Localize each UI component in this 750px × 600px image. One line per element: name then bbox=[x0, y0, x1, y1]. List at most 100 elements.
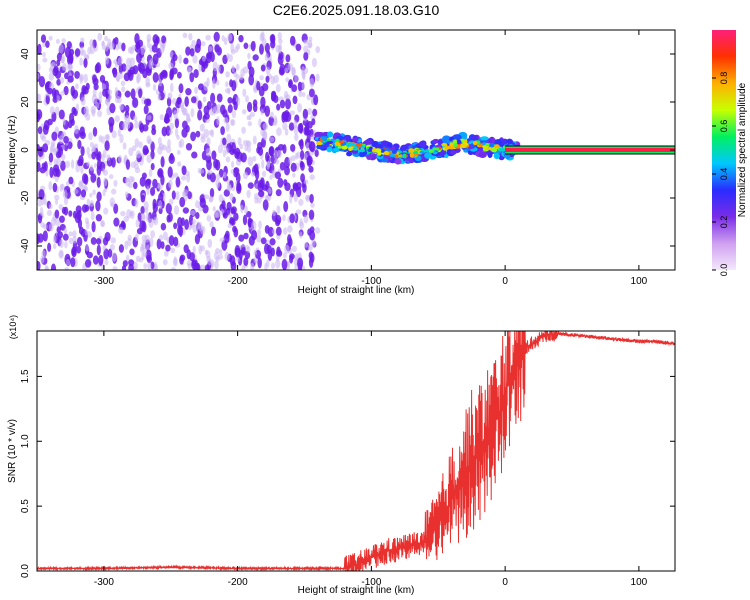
colorbar-tick-label: 0.8 bbox=[719, 72, 729, 85]
spectrogram-noise-cell bbox=[234, 147, 241, 157]
spectrogram-noise-cell bbox=[303, 214, 309, 224]
spectrogram-noise-cell bbox=[163, 250, 169, 257]
spectrogram-noise-cell bbox=[110, 237, 117, 244]
spectrogram-noise-cell bbox=[213, 158, 219, 169]
spectrogram-noise-cell bbox=[37, 72, 40, 80]
spectrogram-noise-cell bbox=[150, 230, 156, 239]
spectrogram-noise-cell bbox=[209, 187, 215, 198]
spectrogram-noise-cell bbox=[108, 42, 115, 50]
spectrogram-noise-cell bbox=[199, 264, 206, 270]
spectrogram-noise-cell bbox=[248, 74, 255, 86]
spectrogram-signal-cell bbox=[424, 152, 433, 159]
spectrogram-noise-cell bbox=[227, 104, 233, 114]
spectrogram-noise-cell bbox=[307, 244, 313, 251]
spectrogram-noise-cell bbox=[307, 107, 313, 116]
spectrogram-noise-cell bbox=[190, 131, 197, 142]
spectrogram-noise-cell bbox=[240, 152, 247, 163]
spectrogram-noise-cell bbox=[215, 173, 221, 180]
spectrogram-noise-cell bbox=[138, 88, 143, 99]
spectrogram-noise-cell bbox=[210, 129, 215, 138]
spectrogram-noise-cell bbox=[179, 138, 185, 148]
spectrogram-noise-cell bbox=[48, 180, 53, 191]
spectrogram-noise-cell bbox=[141, 212, 146, 220]
spectrogram-noise-cell bbox=[303, 39, 309, 45]
spectrogram-noise-cell bbox=[79, 131, 86, 139]
spectrogram-noise-cell bbox=[166, 214, 171, 223]
spectrogram-noise-cell bbox=[58, 43, 64, 54]
spectrogram-noise-cell bbox=[198, 245, 203, 255]
spectrogram-noise-cell bbox=[129, 248, 135, 256]
spectrogram-noise-cell bbox=[37, 146, 43, 158]
spectrogram-noise-cell bbox=[292, 183, 299, 192]
spectrogram-signal-cell bbox=[368, 146, 373, 152]
spectrogram-noise-cell bbox=[189, 48, 195, 57]
spectrogram-noise-cell bbox=[308, 88, 315, 98]
spectrogram-noise-cell bbox=[47, 118, 53, 126]
spectrogram-noise-cell bbox=[202, 96, 207, 103]
spectrogram-noise-cell bbox=[159, 71, 164, 81]
spectrogram-noise-cell bbox=[265, 151, 270, 162]
spectrogram-noise-cell bbox=[134, 120, 139, 129]
x-tick-label: -200 bbox=[228, 577, 248, 588]
spectrogram-noise-cell bbox=[191, 151, 198, 159]
spectrogram-noise-cell bbox=[303, 152, 308, 161]
spectrogram-noise-cell bbox=[133, 164, 139, 170]
spectrogram-noise-cell bbox=[257, 228, 262, 236]
spectrogram-noise-cell bbox=[98, 254, 104, 266]
spectrogram-noise-cell bbox=[152, 72, 159, 83]
spectrogram-noise-cell bbox=[113, 217, 120, 227]
spectrogram-noise-cell bbox=[150, 141, 155, 152]
spectrogram-noise-cell bbox=[70, 257, 76, 268]
snr-x-axis-label: Height of straight line (km) bbox=[298, 585, 415, 596]
spectrogram-noise-cell bbox=[96, 176, 101, 188]
spectrogram-noise-cell bbox=[59, 215, 65, 223]
spectrogram-noise-cell bbox=[222, 212, 228, 219]
spectrogram-noise-cell bbox=[89, 44, 95, 55]
spectrogram-noise-cell bbox=[284, 128, 289, 136]
spectrogram-noise-cell bbox=[298, 231, 303, 239]
spectrogram-noise-cell bbox=[116, 76, 120, 83]
y-tick-label: 20 bbox=[20, 96, 31, 108]
spectrogram-noise-cell bbox=[38, 188, 45, 200]
x-tick-label: 100 bbox=[631, 577, 648, 588]
spectrogram-noise-cell bbox=[251, 220, 257, 231]
spectrogram-noise-cell bbox=[264, 53, 269, 61]
spectrogram-noise-cell bbox=[293, 120, 298, 129]
spectrogram-noise-cell bbox=[191, 39, 196, 47]
spectrogram-noise-cell bbox=[110, 188, 117, 195]
spectrogram-noise-cell bbox=[275, 259, 281, 269]
spectrogram-noise-cell bbox=[185, 87, 192, 96]
spectrogram-noise-cell bbox=[161, 126, 168, 137]
spectrogram-noise-cell bbox=[264, 42, 270, 53]
spectrogram-noise-cell bbox=[112, 67, 118, 78]
spectrogram-signal-cell bbox=[449, 142, 454, 147]
spectrogram-noise-cell bbox=[79, 41, 85, 49]
spectrogram-noise-cell bbox=[111, 157, 116, 168]
spectrogram-noise-cell bbox=[196, 38, 202, 49]
colorbar-gradient bbox=[712, 30, 736, 270]
spectrogram-noise-cell bbox=[273, 149, 279, 160]
spectrogram-signal-cell bbox=[400, 144, 408, 151]
spectrogram-noise-cell bbox=[212, 78, 216, 89]
spectrogram-noise-cell bbox=[205, 147, 212, 157]
spectrogram-noise-cell bbox=[84, 204, 90, 212]
spectrogram-noise-cell bbox=[122, 260, 128, 267]
spectrogram-noise-cell bbox=[127, 69, 133, 78]
spectrogram-noise-cell bbox=[225, 81, 229, 88]
spectrogram-noise-cell bbox=[211, 150, 217, 161]
spectrogram-noise-cell bbox=[261, 170, 267, 178]
spectrogram-signal-cell bbox=[418, 140, 427, 148]
spectrogram-noise-cell bbox=[136, 227, 143, 235]
spectrogram-noise-cell bbox=[236, 180, 241, 192]
spectrogram-noise-cell bbox=[37, 201, 42, 207]
spectrogram-noise-cell bbox=[302, 91, 306, 98]
spectrogram-noise-cell bbox=[56, 52, 62, 62]
spectrogram-noise-cell bbox=[183, 57, 189, 65]
spectrogram-signal-cell bbox=[394, 158, 402, 165]
spectrogram-noise-cell bbox=[252, 99, 258, 107]
spectrogram-noise-cell bbox=[84, 186, 89, 192]
spectrogram-noise-cell bbox=[215, 178, 221, 189]
spectrogram-noise-cell bbox=[260, 108, 264, 116]
spectrogram-noise-cell bbox=[42, 57, 48, 63]
